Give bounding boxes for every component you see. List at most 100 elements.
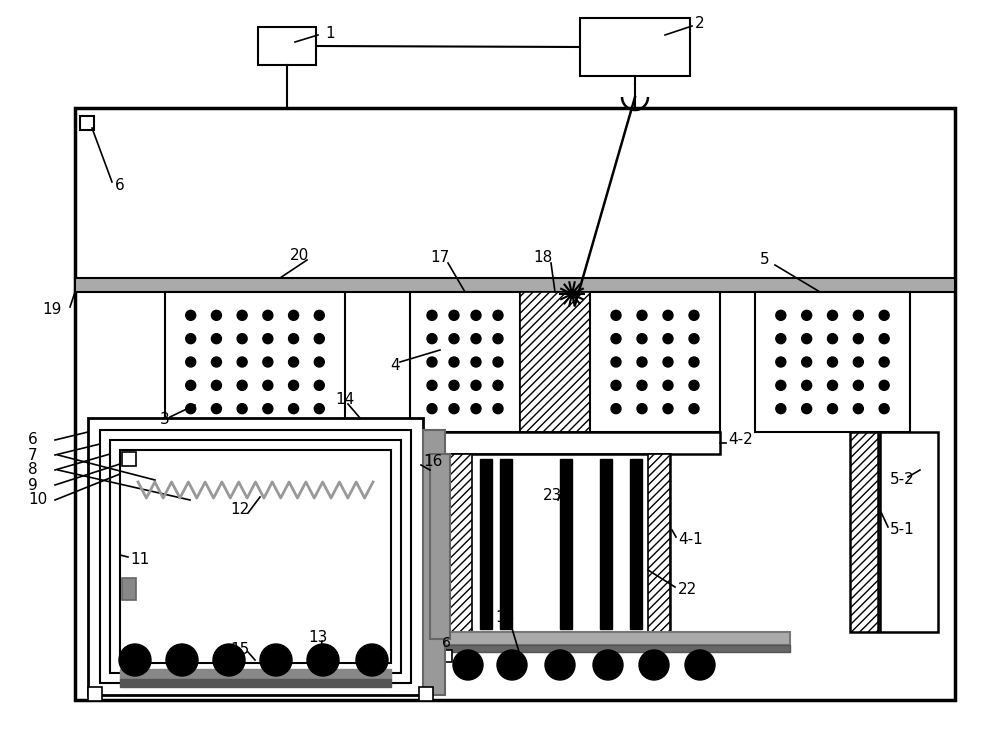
Circle shape: [493, 333, 503, 344]
Circle shape: [689, 311, 699, 320]
Circle shape: [211, 311, 221, 320]
Circle shape: [493, 357, 503, 367]
Bar: [419, 687, 433, 701]
Circle shape: [637, 333, 647, 344]
Circle shape: [289, 380, 299, 390]
Circle shape: [449, 311, 459, 320]
Circle shape: [879, 333, 889, 344]
Bar: [850, 432, 878, 632]
Circle shape: [828, 380, 838, 390]
Circle shape: [637, 357, 647, 367]
Bar: [450, 454, 670, 634]
Circle shape: [314, 404, 324, 414]
Circle shape: [237, 357, 247, 367]
Bar: [100, 430, 411, 683]
Circle shape: [263, 333, 273, 344]
Text: 8: 8: [28, 463, 38, 477]
Circle shape: [186, 404, 196, 414]
Circle shape: [211, 404, 221, 414]
Circle shape: [289, 357, 299, 367]
Bar: [122, 452, 136, 466]
Circle shape: [828, 333, 838, 344]
Circle shape: [314, 380, 324, 390]
Text: 10: 10: [28, 493, 47, 507]
Circle shape: [879, 380, 889, 390]
Circle shape: [314, 311, 324, 320]
Circle shape: [663, 333, 673, 344]
Text: 17: 17: [430, 251, 449, 265]
Text: 11: 11: [130, 553, 149, 567]
Circle shape: [497, 650, 527, 680]
Circle shape: [611, 311, 621, 320]
Text: 9: 9: [28, 477, 38, 493]
Bar: [520, 292, 590, 432]
Text: 1: 1: [325, 26, 335, 40]
Circle shape: [776, 404, 786, 414]
Circle shape: [637, 311, 647, 320]
Bar: [580, 18, 690, 76]
Circle shape: [260, 644, 292, 676]
Circle shape: [471, 333, 481, 344]
Text: 5: 5: [760, 252, 770, 268]
Circle shape: [689, 404, 699, 414]
Bar: [630, 459, 642, 629]
Circle shape: [545, 650, 575, 680]
Bar: [122, 578, 136, 600]
Bar: [423, 430, 445, 695]
Text: 13: 13: [495, 610, 514, 626]
Circle shape: [471, 357, 481, 367]
Circle shape: [802, 404, 812, 414]
Bar: [258, 27, 316, 65]
Circle shape: [853, 333, 863, 344]
Bar: [440, 650, 452, 662]
Circle shape: [186, 380, 196, 390]
Circle shape: [427, 404, 437, 414]
Circle shape: [611, 380, 621, 390]
Bar: [75, 108, 955, 700]
Text: 4-1: 4-1: [678, 532, 703, 548]
Circle shape: [307, 644, 339, 676]
Circle shape: [663, 380, 673, 390]
Text: 13: 13: [308, 631, 327, 645]
Bar: [755, 292, 910, 432]
Circle shape: [427, 311, 437, 320]
Circle shape: [427, 357, 437, 367]
Circle shape: [802, 311, 812, 320]
Circle shape: [493, 380, 503, 390]
Circle shape: [828, 357, 838, 367]
Circle shape: [356, 644, 388, 676]
Circle shape: [639, 650, 669, 680]
Circle shape: [802, 380, 812, 390]
Circle shape: [637, 380, 647, 390]
Bar: [590, 292, 720, 432]
Circle shape: [853, 357, 863, 367]
Circle shape: [186, 311, 196, 320]
Circle shape: [879, 357, 889, 367]
Circle shape: [689, 357, 699, 367]
Text: 16: 16: [423, 455, 442, 469]
Circle shape: [213, 644, 245, 676]
Circle shape: [263, 311, 273, 320]
Circle shape: [663, 404, 673, 414]
Text: 6: 6: [115, 178, 125, 192]
Text: 5-1: 5-1: [890, 523, 915, 537]
Circle shape: [802, 333, 812, 344]
Circle shape: [853, 404, 863, 414]
Circle shape: [828, 404, 838, 414]
Circle shape: [314, 357, 324, 367]
Text: 4: 4: [390, 357, 400, 373]
Bar: [480, 459, 492, 629]
Circle shape: [314, 333, 324, 344]
Circle shape: [119, 644, 151, 676]
Circle shape: [449, 357, 459, 367]
Circle shape: [853, 311, 863, 320]
Circle shape: [776, 380, 786, 390]
Circle shape: [237, 333, 247, 344]
Bar: [430, 454, 450, 639]
Circle shape: [611, 357, 621, 367]
Circle shape: [853, 380, 863, 390]
Circle shape: [637, 404, 647, 414]
Bar: [88, 418, 423, 695]
Text: 22: 22: [678, 583, 697, 597]
Text: 15: 15: [230, 643, 249, 657]
